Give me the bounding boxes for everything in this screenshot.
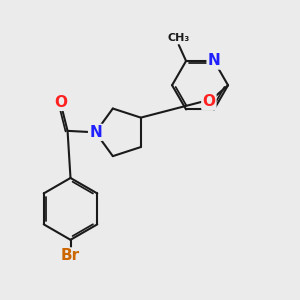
- Text: O: O: [54, 95, 67, 110]
- Text: N: N: [208, 53, 220, 68]
- Text: O: O: [202, 94, 215, 109]
- Text: N: N: [89, 125, 102, 140]
- Text: Br: Br: [61, 248, 80, 263]
- Text: CH₃: CH₃: [168, 33, 190, 43]
